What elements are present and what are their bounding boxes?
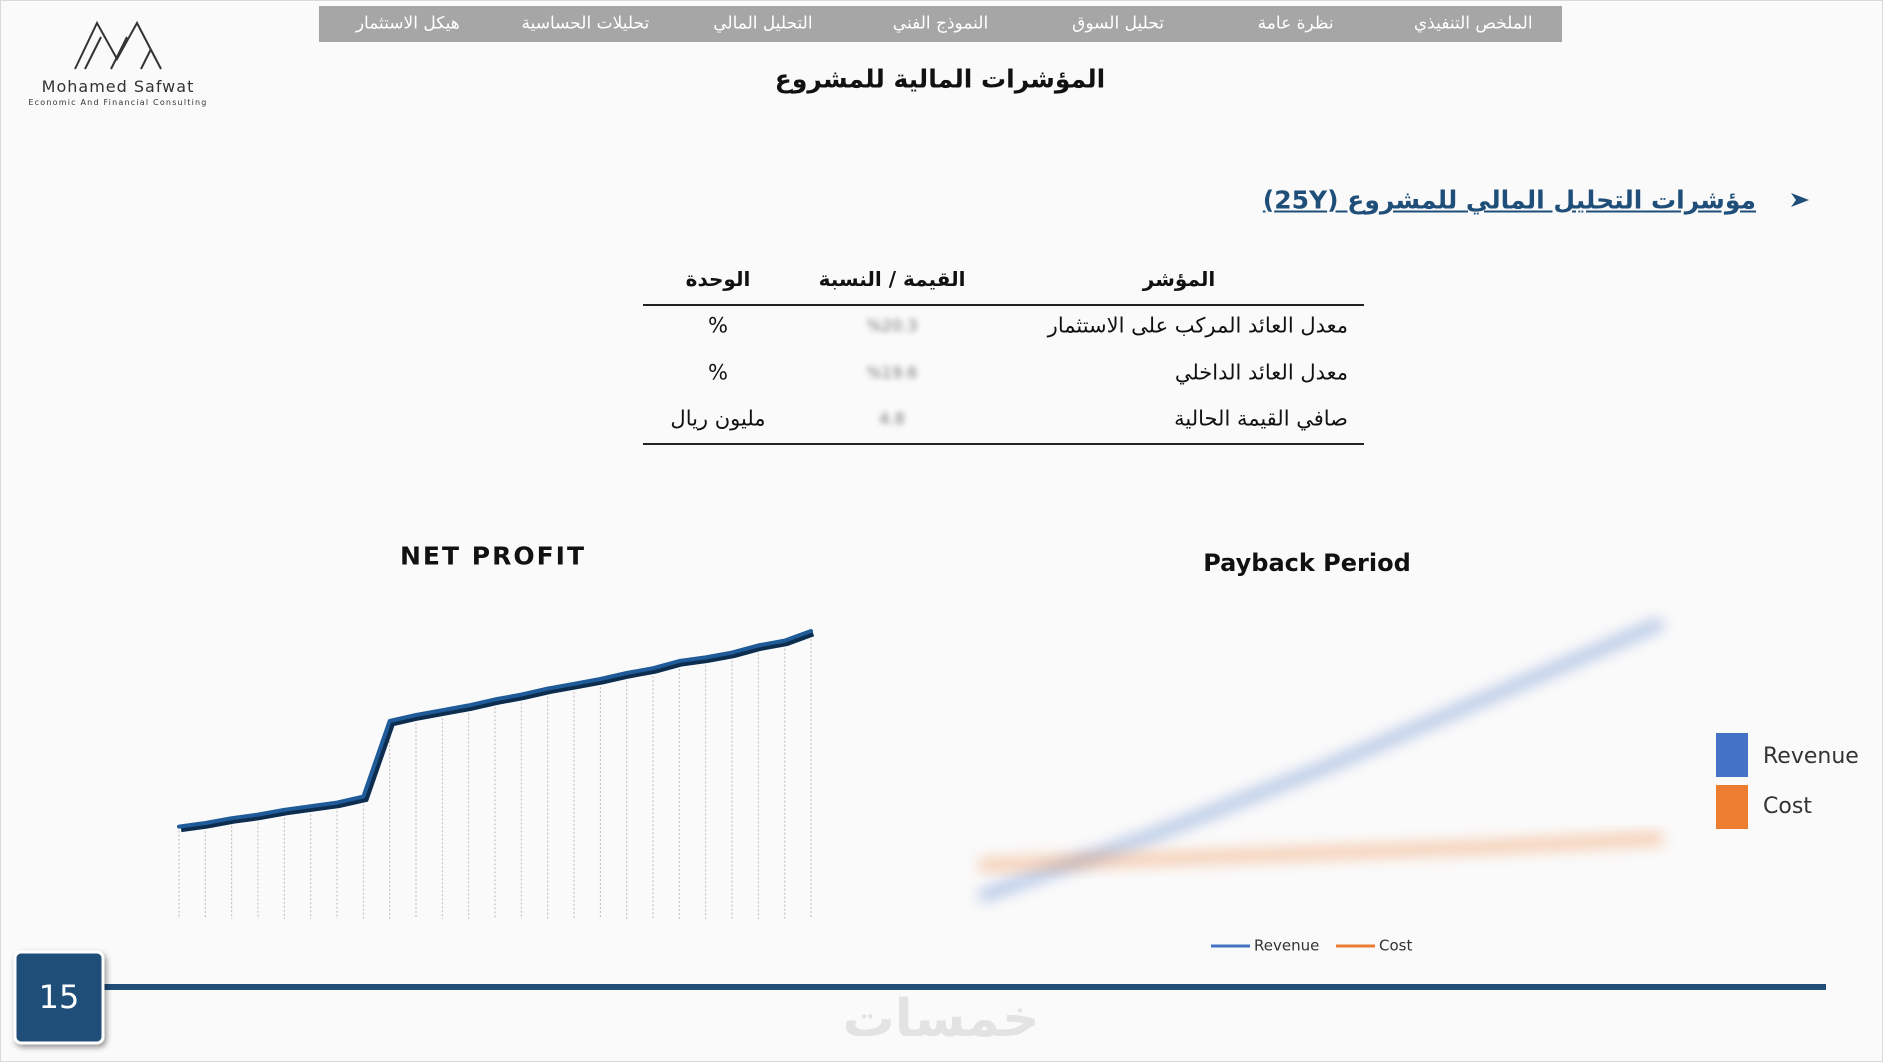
table-header: المؤشر <box>1142 267 1216 291</box>
nav-tab[interactable]: هيكل الاستثمار <box>355 13 460 34</box>
chart-title: Payback Period <box>1203 549 1411 577</box>
nav-tab[interactable]: التحليل المالي <box>713 13 813 34</box>
data-line <box>177 629 813 829</box>
side-legend-swatch <box>1716 733 1748 777</box>
nav-tab[interactable]: النموذج الفني <box>892 13 989 34</box>
logo-name: Mohamed Safwat <box>41 77 195 96</box>
nav-tab[interactable]: تحليل السوق <box>1072 13 1164 34</box>
side-legend-label: Revenue <box>1763 744 1859 769</box>
bullet-arrow <box>1791 193 1809 207</box>
line-shadow <box>180 629 815 833</box>
section-heading: مؤشرات التحليل المالي للمشروع (25Y) <box>1262 185 1756 215</box>
data-line <box>978 831 1664 872</box>
table-cell: %19.6 <box>866 362 918 382</box>
nav-tab[interactable]: الملخص التنفيذي <box>1413 13 1533 34</box>
table-cell: 4.8 <box>879 409 905 428</box>
logo-mark <box>74 20 162 70</box>
nav-bar <box>319 6 1562 42</box>
table-cell: مليون ريال <box>670 406 766 431</box>
logo-tagline: Economic And Financial Consulting <box>28 98 208 107</box>
table-cell: % <box>708 313 728 338</box>
page-number: 15 <box>38 978 80 1016</box>
table-cell: صافي القيمة الحالية <box>1174 406 1348 431</box>
legend-label: Revenue <box>1254 936 1320 955</box>
table-header: القيمة / النسبة <box>818 267 966 291</box>
table-cell: %20.3 <box>866 316 918 335</box>
page-number-box <box>13 950 105 1045</box>
table-cell: معدل العائد المركب على الاستثمار <box>1047 313 1348 338</box>
chart-title: NET PROFIT <box>399 541 587 571</box>
watermark: خمسات <box>842 989 1040 1049</box>
nav-tab[interactable]: نظرة عامة <box>1257 13 1334 34</box>
table-cell: معدل العائد الداخلي <box>1174 360 1348 384</box>
legend-label: Cost <box>1379 936 1413 955</box>
table-header: الوحدة <box>685 267 751 291</box>
slide-title: المؤشرات المالية للمشروع <box>774 64 1106 94</box>
nav-tab[interactable]: تحليلات الحساسية <box>521 13 650 34</box>
side-legend-swatch <box>1716 785 1748 829</box>
side-legend-label: Cost <box>1763 794 1812 819</box>
table-cell: % <box>708 360 728 384</box>
